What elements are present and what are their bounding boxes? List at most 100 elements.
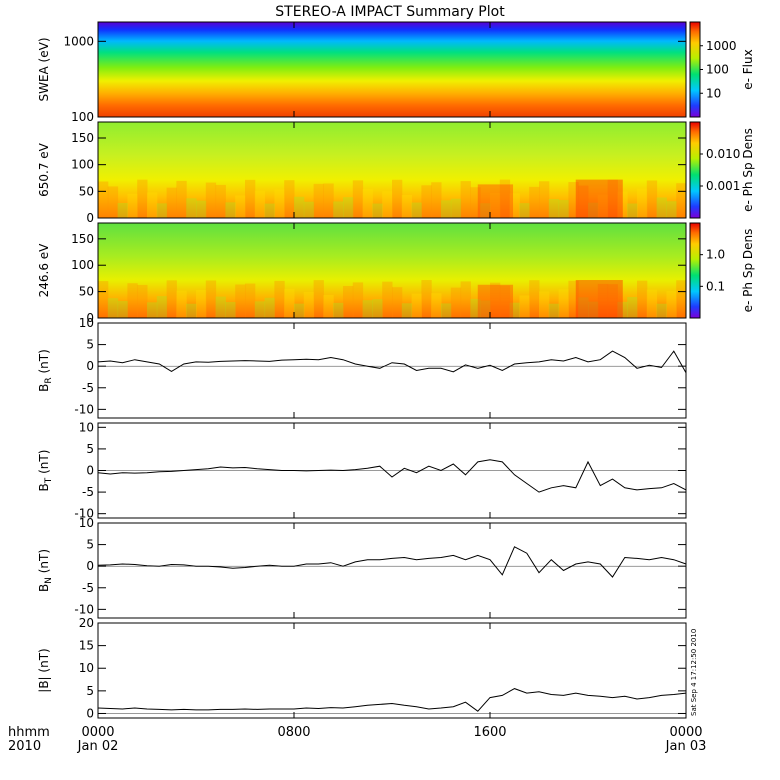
y-tick-label: 100 (71, 158, 94, 172)
y-tick-label: 50 (79, 285, 94, 299)
heatmap-stripe (343, 285, 354, 318)
heatmap-stripe (627, 203, 638, 218)
heatmap-stripe (235, 195, 246, 218)
heatmap-stripe (166, 280, 177, 318)
y-tick-label: 100 (71, 110, 94, 124)
panel-frame (97, 21, 687, 118)
colorbar-tick-label: 100 (706, 63, 729, 77)
series-line-5 (97, 459, 687, 493)
colorbar-tick-label: 1000 (706, 39, 737, 53)
time-format-label: hhmm (8, 725, 50, 740)
x-tick-label: 0800 (277, 725, 310, 740)
heatmap-stripe (156, 296, 168, 318)
heatmap-stripe (333, 201, 344, 218)
y-tick-label: 5 (86, 442, 94, 456)
heatmap-stripe (392, 287, 403, 318)
heatmap-stripe (441, 303, 452, 318)
x-tick-label: 1600 (473, 725, 506, 740)
heatmap-stripe (352, 180, 364, 218)
heatmap-stripe (166, 187, 177, 218)
y-axis-label: SWEA (eV) (37, 37, 51, 101)
y-tick-label: 10 (79, 661, 94, 675)
heatmap-stripe (656, 197, 667, 218)
heatmap-stripe (245, 283, 256, 318)
heatmap-stripe (676, 280, 687, 318)
heatmap-stripe (676, 183, 687, 218)
heatmap-stripe (578, 297, 589, 318)
y-axis-label: BT (nT) (37, 450, 54, 492)
panel-frame (97, 121, 687, 219)
heatmap-stripe (294, 196, 305, 218)
heatmap-stripe (284, 288, 295, 318)
heatmap-stripe (401, 195, 413, 218)
heatmap-enhancement (575, 280, 623, 318)
heatmap-stripe (431, 293, 442, 318)
y-tick-label: -10 (74, 507, 94, 521)
heatmap-stripe (274, 280, 285, 318)
heatmap-stripe (411, 202, 422, 218)
heatmap-stripe (519, 203, 530, 218)
heatmap-stripe (637, 280, 648, 318)
heatmap-stripe (637, 188, 648, 218)
heatmap-stripe (490, 282, 501, 318)
heatmap-stripe (431, 182, 442, 218)
heatmap-stripe (117, 301, 128, 318)
y-tick-label: 50 (79, 184, 94, 198)
heatmap-stripe (666, 201, 677, 218)
heatmap-stripe (382, 281, 393, 318)
y-tick-label: 15 (79, 639, 94, 653)
heatmap-stripe (539, 181, 550, 218)
colorbar-3 (689, 222, 701, 319)
heatmap-panel-2 (98, 122, 686, 218)
heatmap-stripe (656, 303, 667, 318)
heatmap-stripe (225, 202, 236, 218)
y-tick-label: -5 (82, 485, 94, 499)
heatmap-stripe (333, 302, 344, 318)
colorbar-1 (689, 21, 701, 118)
y-tick-label: 0 (86, 359, 94, 373)
heatmap-stripe (401, 303, 413, 318)
heatmap-stripe (362, 188, 373, 218)
y-axis-label: |B| (nT) (37, 648, 51, 692)
heatmap-stripe (646, 180, 658, 218)
heatmap-stripe (107, 186, 119, 218)
heatmap-enhancement (477, 184, 514, 218)
heatmap-stripe (529, 186, 540, 218)
heatmap-stripe (607, 179, 618, 218)
heatmap-stripe (323, 183, 334, 218)
heatmap-stripe (421, 185, 432, 218)
heatmap-stripe (588, 202, 599, 218)
heatmap-stripe (303, 291, 315, 318)
series-line-6 (97, 546, 687, 578)
heatmap-stripe (558, 289, 569, 318)
colorbar-tick-label: 10 (706, 86, 721, 100)
heatmap-stripe (117, 203, 128, 218)
panel-frame (97, 222, 687, 319)
colorbar-tick-label: 0.1 (706, 279, 725, 293)
x-tick-sublabel: Jan 03 (665, 739, 707, 754)
heatmap-stripe (617, 301, 628, 318)
heatmap-enhancement (575, 179, 623, 218)
heatmap-stripe (205, 280, 217, 318)
y-tick-label: 150 (71, 232, 94, 246)
heatmap-stripe (617, 191, 628, 218)
y-tick-label: 100 (71, 258, 94, 272)
heatmap-stripe (98, 181, 109, 218)
heatmap-stripe (460, 181, 471, 218)
heatmap-stripe (372, 203, 383, 218)
heatmap-stripe (264, 203, 275, 218)
heatmap-stripe (284, 180, 295, 218)
heatmap-stripe (529, 280, 540, 318)
x-tick-label: 0000 (669, 725, 702, 740)
heatmap-stripe (186, 303, 197, 318)
heatmap-stripe (362, 300, 373, 318)
colorbar-tick-label: 1.0 (706, 248, 725, 262)
panel-frame (97, 322, 687, 419)
y-axis-label: 246.6 eV (37, 243, 51, 298)
heatmap-stripe (392, 179, 403, 218)
x-tick-sublabel: Jan 02 (77, 739, 119, 754)
heatmap-stripe (215, 296, 226, 318)
y-axis-label: 650.7 eV (37, 142, 51, 197)
y-axis-label: BN (nT) (37, 549, 54, 592)
